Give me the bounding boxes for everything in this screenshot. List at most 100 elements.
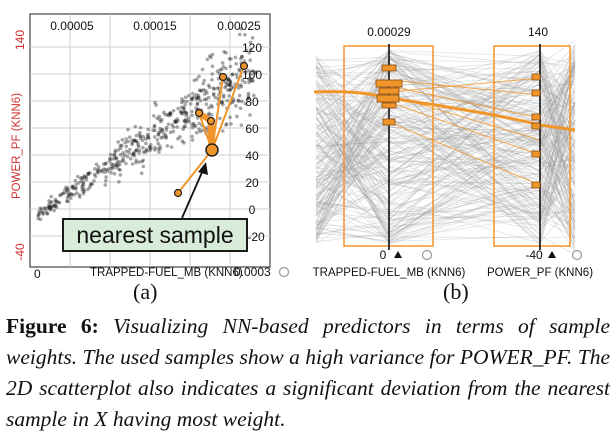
scatter-point xyxy=(195,102,200,107)
scatter-point xyxy=(114,162,118,167)
pc-line xyxy=(315,52,576,173)
scatter-point xyxy=(80,175,84,180)
pc-line xyxy=(315,117,576,178)
scatter-point xyxy=(194,106,198,110)
scatter-point xyxy=(145,149,149,153)
pc-line xyxy=(315,99,576,213)
pc-line xyxy=(315,68,576,243)
scatter-point xyxy=(126,127,130,132)
scatter-points xyxy=(36,27,258,222)
scatter-point xyxy=(88,171,92,175)
scatter-point xyxy=(47,199,51,203)
scatter-point xyxy=(146,135,150,140)
scatter-point xyxy=(198,98,203,103)
axis1-toggle-circle[interactable] xyxy=(421,249,433,261)
y-right-tick: 40 xyxy=(245,149,259,163)
scatter-point xyxy=(210,105,214,109)
scatter-point xyxy=(130,142,134,147)
pc-line xyxy=(315,108,576,230)
scatter-point xyxy=(156,133,161,137)
scatter-point xyxy=(105,169,110,174)
pc-line xyxy=(315,65,576,239)
scatter-point xyxy=(181,127,185,131)
scatter-point xyxy=(137,160,141,164)
scatter-point xyxy=(132,152,136,156)
scatter-point xyxy=(126,139,130,144)
pc-line xyxy=(315,113,576,172)
scatter-point xyxy=(65,199,69,203)
scatter-point xyxy=(237,99,241,103)
pc-line xyxy=(315,50,576,238)
scatter-point xyxy=(248,47,253,52)
pc-line xyxy=(315,58,576,221)
pc-line xyxy=(315,92,576,215)
scatter-point xyxy=(240,78,245,83)
scatter-point xyxy=(224,122,229,126)
pc-line xyxy=(315,143,576,212)
pc-line xyxy=(315,80,576,121)
pc-line xyxy=(315,51,576,239)
scatter-point xyxy=(224,51,228,55)
scatter-point xyxy=(52,208,56,213)
scatter-point xyxy=(81,182,86,186)
axis1-sort-icon[interactable] xyxy=(394,251,402,258)
scatter-point xyxy=(207,95,211,100)
scatter-point xyxy=(130,152,135,157)
scatter-point xyxy=(215,69,220,74)
scatter-point xyxy=(248,58,252,62)
scatter-point xyxy=(213,95,218,100)
pc-line xyxy=(315,66,576,199)
scatter-point xyxy=(178,109,183,114)
pc-line xyxy=(315,184,576,235)
scatter-point xyxy=(86,171,90,176)
scatter-point xyxy=(109,152,113,157)
scatter-point xyxy=(134,139,139,143)
pc-line xyxy=(315,64,576,165)
pc-line xyxy=(315,122,576,242)
scatter-point xyxy=(212,87,216,91)
scatter-point xyxy=(184,113,188,118)
scatter-point xyxy=(163,133,168,138)
scatter-point xyxy=(168,113,173,117)
scatter-point xyxy=(181,111,185,116)
scatter-point xyxy=(36,216,40,221)
axis-toggle-circle[interactable] xyxy=(278,266,290,278)
scatter-point xyxy=(182,141,186,145)
scatter-point xyxy=(221,102,225,107)
scatter-point xyxy=(243,101,248,106)
scatter-point xyxy=(192,78,197,83)
pc-line xyxy=(315,56,576,230)
scatter-point xyxy=(151,128,155,133)
scatter-point xyxy=(147,144,152,149)
scatter-point xyxy=(160,127,165,132)
scatter-point xyxy=(158,126,163,131)
scatter-point xyxy=(175,117,179,121)
pc-line xyxy=(315,102,576,207)
scatter-point xyxy=(141,134,146,139)
scatter-point xyxy=(146,136,151,140)
scatter-point xyxy=(141,150,146,154)
axis2-sort-icon[interactable] xyxy=(548,251,556,258)
scatter-point xyxy=(121,156,125,160)
scatter-point xyxy=(106,167,111,171)
scatter-point xyxy=(200,67,205,72)
pc-line xyxy=(315,100,576,243)
scatter-point xyxy=(152,124,157,129)
scatter-point xyxy=(183,110,187,114)
pc-line xyxy=(315,62,576,202)
pc-line xyxy=(315,59,576,237)
pc-line xyxy=(315,138,576,226)
pc-line xyxy=(315,70,576,196)
scatter-point xyxy=(202,92,207,96)
scatter-point xyxy=(236,98,240,102)
scatter-point xyxy=(45,211,49,216)
pc-line xyxy=(315,99,576,241)
axis2-toggle-circle[interactable] xyxy=(571,249,583,261)
scatter-point xyxy=(224,66,228,71)
pc-line xyxy=(315,124,576,178)
scatter-point xyxy=(96,165,101,169)
pc-line xyxy=(315,103,576,212)
pc-line xyxy=(315,64,576,134)
scatter-point xyxy=(134,148,139,152)
scatter-point xyxy=(72,192,76,197)
